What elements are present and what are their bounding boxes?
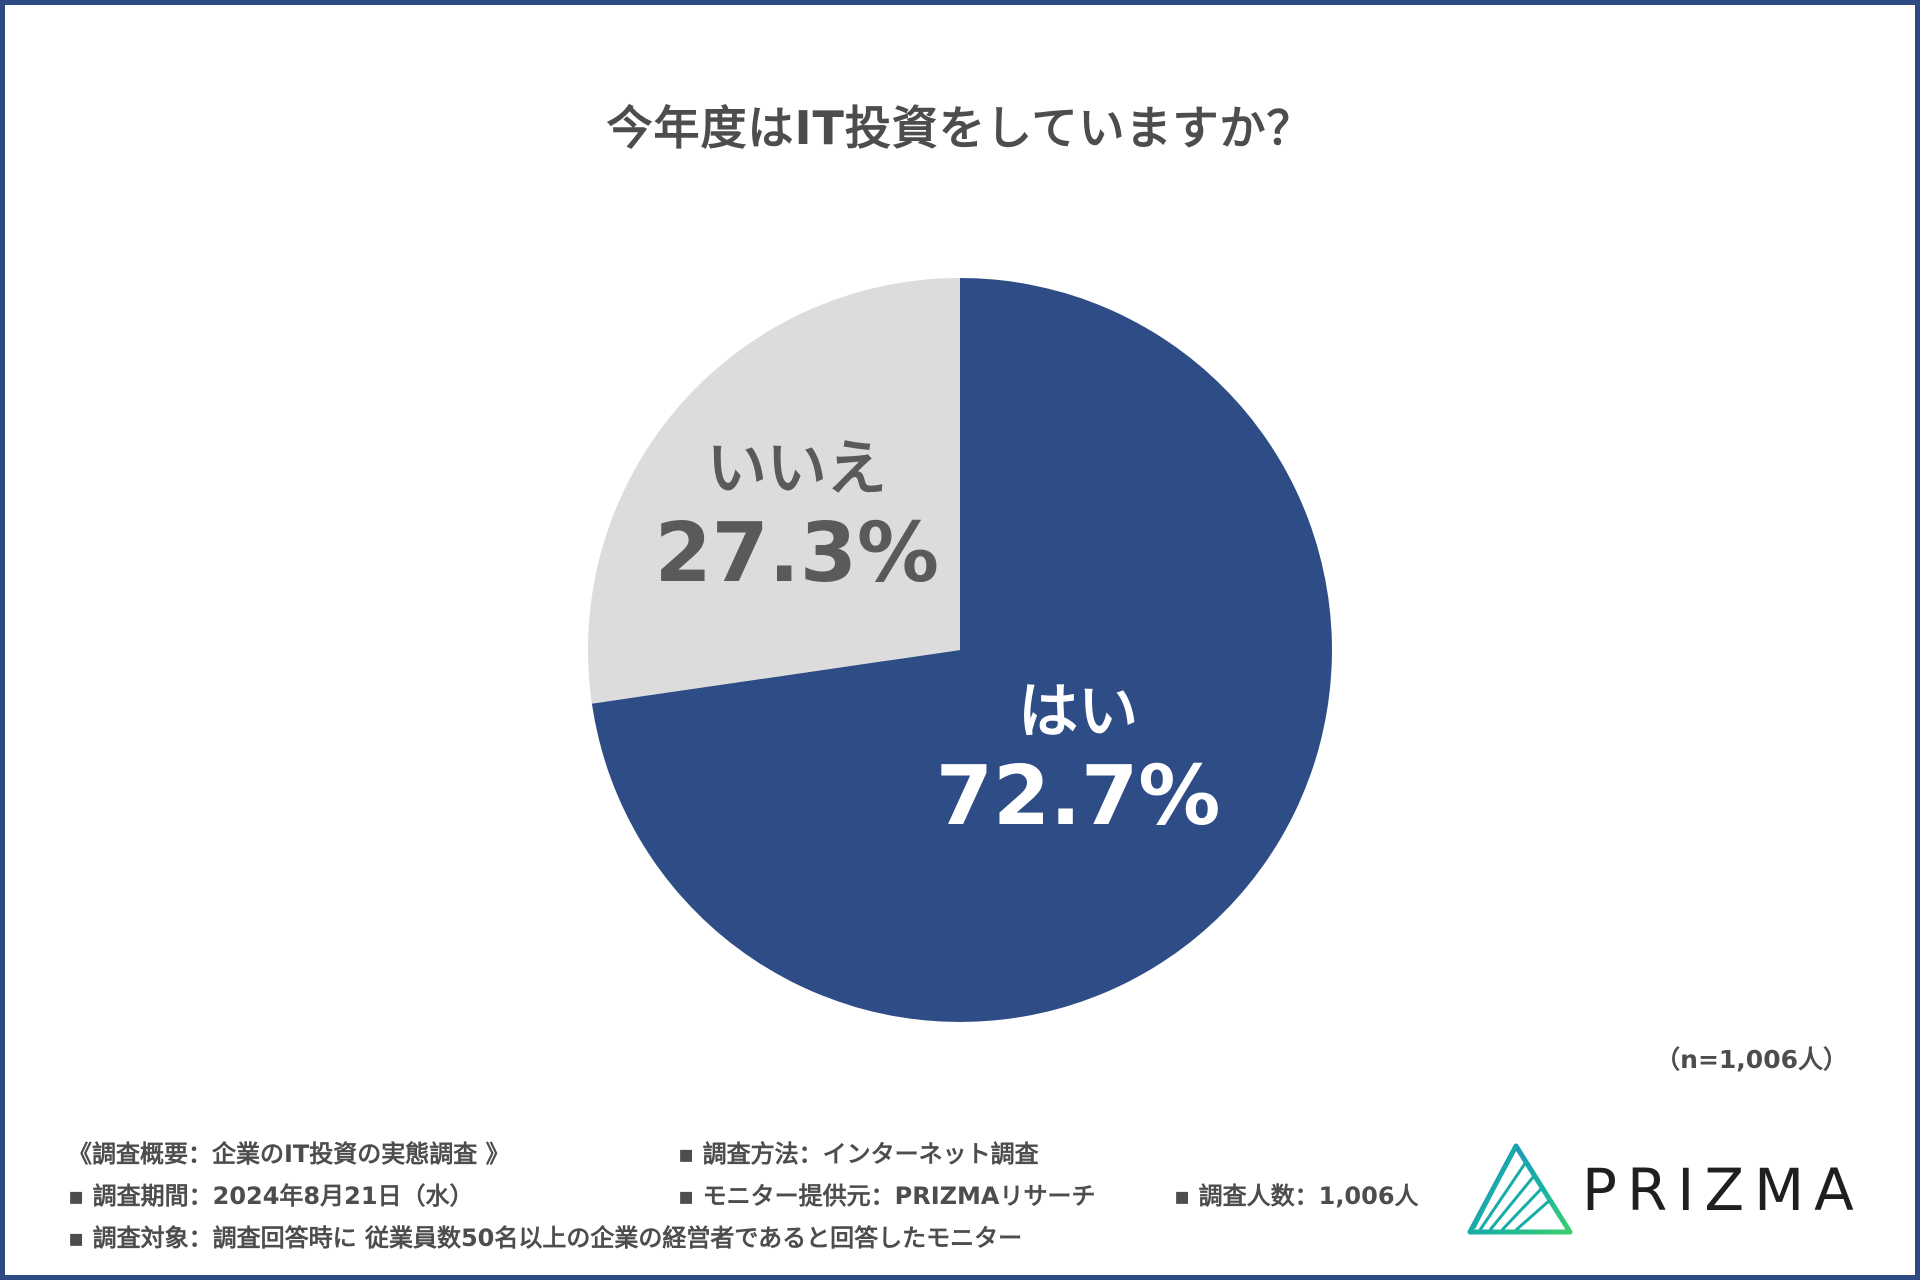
sample-size-note: （n=1,006人） xyxy=(1655,1045,1848,1074)
survey-count: ▪ 調査人数：1,006人 xyxy=(1174,1182,1419,1210)
slice-value-0: 72.7% xyxy=(936,749,1220,844)
survey-provider: ▪ モニター提供元：PRIZMAリサーチ xyxy=(678,1182,1096,1210)
brand-name: PRIZMA xyxy=(1582,1156,1864,1224)
slice-label-0: はい xyxy=(1018,677,1138,747)
chart-title: 今年度はIT投資をしていますか？ xyxy=(606,101,1314,155)
survey-period: ▪ 調査期間：2024年8月21日（水） xyxy=(68,1182,474,1210)
prizma-logo: PRIZMA xyxy=(1466,1140,1866,1240)
slice-value-1: 27.3% xyxy=(655,506,939,601)
survey-target: ▪ 調査対象：調査回答時に 従業員数50名以上の企業の経営者であると回答したモニ… xyxy=(68,1224,1023,1252)
pie-slices xyxy=(588,278,1333,1023)
survey-overview: 《調査概要：企業のIT投資の実態調査 》 xyxy=(68,1140,510,1168)
slice-label-1: いいえ xyxy=(707,434,887,504)
prism-triangle-icon xyxy=(1467,1143,1573,1235)
pie-slice-0 xyxy=(591,278,1333,1023)
survey-method: ▪ 調査方法：インターネット調査 xyxy=(678,1140,1039,1168)
pie-slice-1 xyxy=(588,278,960,704)
